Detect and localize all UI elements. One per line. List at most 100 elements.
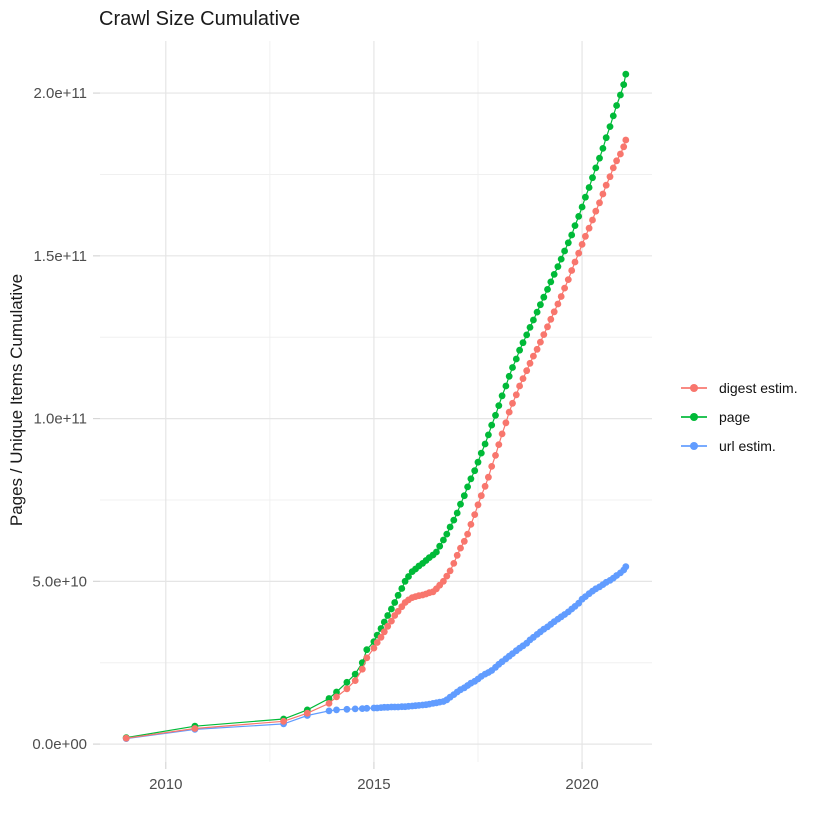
- data-point-digest-estim: [453, 551, 461, 559]
- data-point-digest-estim: [530, 352, 537, 360]
- x-tick-label: 2010: [149, 776, 182, 793]
- data-point-page: [613, 102, 620, 109]
- data-point-page: [394, 591, 402, 599]
- legend-item-url-estim: url estim.: [680, 435, 798, 457]
- legend-dot-icon: [690, 413, 698, 421]
- data-point-digest-estim: [564, 276, 572, 283]
- data-point-digest-estim: [502, 419, 510, 427]
- data-point-digest-estim: [505, 408, 513, 416]
- data-point-page: [498, 392, 506, 400]
- data-point-url-estim: [363, 704, 371, 712]
- data-point-digest-estim: [384, 622, 392, 630]
- data-point-digest-estim: [609, 164, 617, 172]
- legend-item-digest-estim: digest estim.: [680, 377, 798, 399]
- data-point-page: [401, 577, 409, 585]
- data-point-page: [453, 509, 461, 517]
- y-tick-label: 1.0e+11: [33, 411, 87, 428]
- data-point-page: [477, 449, 485, 457]
- data-point-digest-estim: [592, 207, 600, 215]
- data-point-page: [596, 154, 603, 162]
- data-point-digest-estim: [471, 511, 479, 518]
- data-point-digest-estim: [578, 241, 586, 248]
- data-point-digest-estim: [495, 441, 503, 448]
- data-point-page: [467, 475, 475, 483]
- data-point-digest-estim: [613, 157, 620, 165]
- data-point-page: [557, 255, 565, 263]
- data-point-url-estim: [622, 563, 630, 571]
- data-point-digest-estim: [554, 300, 562, 308]
- data-point-digest-estim: [492, 452, 499, 459]
- data-point-digest-estim: [474, 501, 482, 509]
- data-point-page: [523, 331, 531, 339]
- data-point-page: [540, 293, 548, 301]
- data-point-digest-estim: [540, 331, 548, 338]
- data-point-page: [464, 483, 471, 491]
- data-point-page: [592, 164, 600, 172]
- data-point-digest-estim: [325, 700, 333, 707]
- data-point-page: [602, 134, 610, 142]
- data-point-digest-estim: [533, 345, 541, 353]
- data-point-digest-estim: [568, 267, 576, 274]
- data-point-digest-estim: [464, 530, 471, 538]
- data-point-page: [609, 112, 617, 120]
- data-point-page: [398, 585, 406, 592]
- data-point-digest-estim: [571, 258, 579, 266]
- data-point-digest-estim: [373, 639, 381, 646]
- data-point-digest-estim: [370, 644, 378, 652]
- data-point-digest-estim: [477, 492, 485, 500]
- data-point-digest-estim: [544, 323, 551, 331]
- data-point-digest-estim: [440, 577, 447, 585]
- data-point-digest-estim: [526, 359, 534, 367]
- data-point-digest-estim: [519, 375, 527, 382]
- data-point-digest-estim: [450, 560, 458, 567]
- data-point-digest-estim: [467, 521, 475, 528]
- data-point-digest-estim: [557, 293, 565, 300]
- data-point-page: [547, 278, 555, 286]
- data-point-page: [363, 646, 371, 654]
- data-point-digest-estim: [602, 181, 610, 189]
- data-point-page: [568, 231, 576, 239]
- data-point-digest-estim: [481, 482, 489, 490]
- data-point-url-estim: [343, 705, 351, 713]
- data-point-page: [599, 145, 607, 152]
- data-point-digest-estim: [333, 693, 340, 701]
- legend-item-page: page: [680, 406, 798, 428]
- data-point-page: [474, 458, 482, 466]
- data-point-digest-estim: [537, 338, 544, 346]
- data-point-digest-estim: [446, 567, 454, 575]
- data-point-digest-estim: [363, 654, 371, 662]
- data-point-digest-estim: [443, 572, 451, 580]
- data-point-digest-estim: [589, 216, 596, 224]
- y-tick-label: 2.0e+11: [33, 85, 87, 102]
- data-point-page: [578, 203, 586, 211]
- data-point-page: [460, 492, 468, 500]
- data-point-page: [620, 81, 628, 88]
- data-point-digest-estim: [191, 725, 199, 732]
- data-point-digest-estim: [122, 734, 130, 742]
- data-point-page: [384, 612, 392, 619]
- data-point-digest-estim: [303, 709, 311, 717]
- data-point-page: [589, 174, 596, 182]
- data-point-digest-estim: [394, 607, 402, 615]
- data-point-page: [622, 70, 630, 78]
- data-point-digest-estim: [606, 173, 614, 181]
- series-line-url-estim: [126, 566, 627, 740]
- data-point-page: [509, 364, 516, 371]
- data-point-digest-estim: [377, 633, 385, 641]
- data-point-digest-estim: [358, 665, 366, 673]
- data-point-page: [333, 688, 340, 696]
- data-point-digest-estim: [388, 617, 395, 625]
- y-tick-label: 1.5e+11: [33, 248, 87, 265]
- data-point-digest-estim: [575, 249, 583, 257]
- data-point-digest-estim: [622, 136, 630, 144]
- data-point-url-estim: [325, 707, 333, 715]
- data-point-digest-estim: [351, 677, 359, 684]
- data-point-digest-estim: [485, 473, 492, 481]
- data-point-digest-estim: [599, 190, 607, 198]
- data-point-digest-estim: [523, 367, 531, 375]
- y-tick-label: 0.0e+00: [32, 736, 87, 753]
- data-point-page: [519, 339, 527, 347]
- data-point-page: [436, 542, 444, 550]
- data-point-digest-estim: [380, 628, 388, 636]
